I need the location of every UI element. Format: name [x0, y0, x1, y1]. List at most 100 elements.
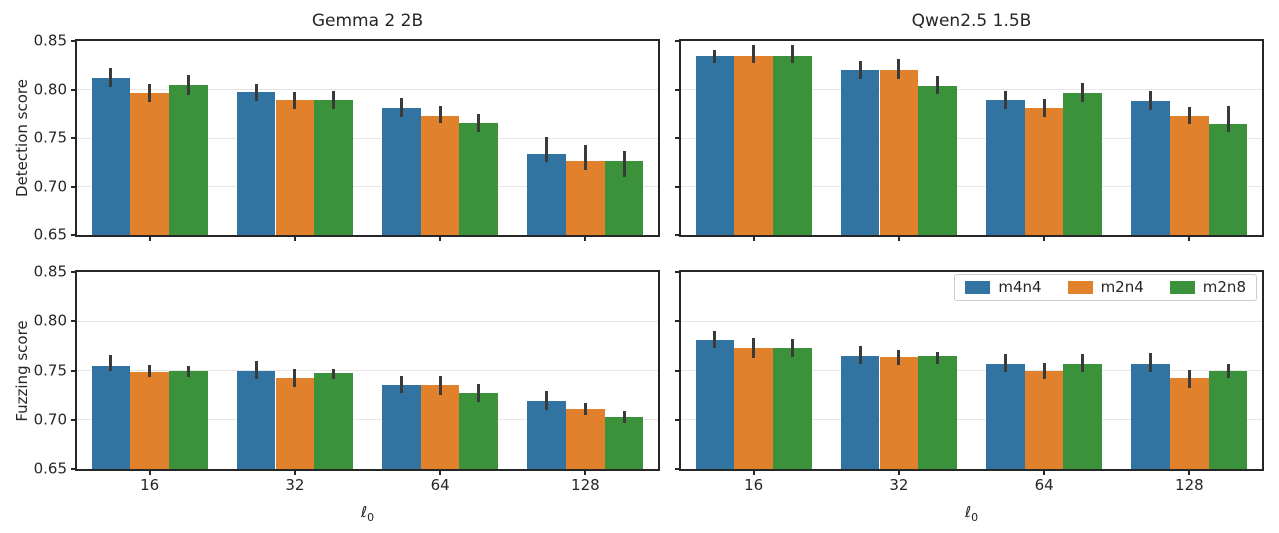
legend-swatch-m2n4 — [1067, 281, 1093, 294]
errorbar-m2n8-16 — [186, 365, 190, 378]
plot-area-gemma-fuzzing: 0.85 0.80 0.75 0.70 0.65 16 32 64 128 — [34, 264, 660, 493]
plot-area-gemma-detection: 0.85 0.80 0.75 0.70 0.65 — [34, 33, 660, 242]
bar-m4n4-32 — [840, 355, 880, 469]
errorbar-m4n4-16 — [713, 331, 717, 348]
bar-m4n4-64 — [986, 363, 1025, 469]
errorbar-m2n4-16 — [752, 44, 756, 64]
bar-m2n4-16 — [130, 371, 169, 469]
y-tick-mark — [675, 468, 679, 470]
bar-m2n8-16 — [772, 347, 812, 469]
errorbar-m2n8-128 — [1226, 363, 1230, 379]
bar-m4n4-128 — [1131, 363, 1170, 469]
y-tick-mark — [675, 369, 679, 372]
errorbar-m2n8-128 — [1226, 105, 1230, 133]
y-tick-mark — [71, 137, 75, 139]
x-axis-label-right: ℓ0 — [679, 503, 1264, 524]
panel-qwen-fuzzing: 16 32 64 128 m4n4 m2n4 m2n8 ℓ0 — [675, 270, 1264, 524]
errorbar-m2n4-64 — [1042, 362, 1046, 380]
x-tick-mark — [584, 471, 587, 475]
y-tick-mark — [675, 137, 679, 139]
errorbar-m2n8-16 — [790, 338, 794, 357]
bar-m4n4-64 — [382, 385, 421, 469]
y-tick-label: 0.65 — [33, 225, 67, 244]
bar-m2n8-32 — [314, 373, 353, 469]
bar-m4n4-128 — [527, 153, 566, 235]
gridline — [681, 137, 1262, 139]
bar-m2n4-32 — [879, 356, 919, 469]
bar-m2n4-64 — [1024, 370, 1064, 469]
errorbar-m2n4-16 — [752, 337, 756, 358]
bar-m2n4-64 — [420, 385, 460, 469]
bar-m2n8-64 — [1063, 363, 1103, 469]
errorbar-m4n4-32 — [254, 83, 258, 102]
errorbar-m4n4-128 — [545, 391, 549, 410]
bar-m4n4-32 — [236, 92, 276, 235]
x-tick-mark — [1188, 237, 1191, 241]
y-tick-label: 0.75 — [33, 361, 67, 379]
legend-swatch-m4n4 — [965, 281, 991, 294]
bar-m4n4-32 — [236, 370, 276, 469]
y-tick-mark — [71, 271, 75, 273]
bar-m2n4-128 — [566, 408, 605, 469]
y-tick-mark — [71, 234, 75, 236]
panel-title-qwen: Qwen2.5 1.5B — [911, 11, 1032, 31]
gridline — [681, 419, 1262, 421]
x-tick-mark — [439, 471, 442, 475]
bar-m2n8-128 — [1208, 124, 1248, 235]
y-tick-mark — [71, 468, 75, 470]
errorbar-m4n4-32 — [254, 360, 258, 380]
bar-m2n8-64 — [459, 123, 499, 235]
x-tick-mark — [1188, 471, 1191, 475]
gridline — [77, 370, 658, 371]
bar-m4n4-128 — [1131, 101, 1170, 235]
x-tick-mark — [148, 237, 151, 241]
gridline — [77, 186, 658, 187]
gridline — [77, 320, 658, 322]
legend: m4n4 m2n4 m2n8 — [954, 274, 1257, 301]
x-tick-mark — [752, 237, 755, 241]
bar-m4n4-64 — [986, 100, 1025, 235]
x-tick-mark — [293, 237, 296, 241]
bar-m2n8-64 — [459, 393, 499, 469]
y-tick-label: 0.65 — [33, 459, 67, 478]
bar-m2n4-32 — [275, 100, 315, 235]
errorbar-m2n4-16 — [148, 83, 152, 103]
errorbar-m2n8-64 — [1081, 353, 1085, 373]
errorbar-m2n8-32 — [332, 368, 336, 380]
gridline — [77, 137, 658, 139]
errorbar-m4n4-64 — [399, 98, 403, 117]
bar-m4n4-16 — [695, 339, 735, 469]
x-tick-label: 32 — [285, 476, 305, 494]
bar-m4n4-32 — [840, 70, 880, 235]
bar-m2n8-16 — [772, 55, 812, 235]
x-tick-label: 64 — [1034, 476, 1054, 494]
bar-m2n8-32 — [314, 100, 353, 235]
errorbar-m2n8-64 — [1081, 82, 1085, 103]
errorbar-m2n4-128 — [583, 144, 587, 170]
bar-m2n4-128 — [566, 161, 605, 235]
bar-m2n4-64 — [1024, 107, 1064, 235]
plot-area-qwen-fuzzing: 16 32 64 128 — [675, 270, 1264, 493]
errorbar-m4n4-64 — [399, 376, 403, 394]
errorbar-m2n4-128 — [1187, 106, 1191, 125]
ell-symbol: ℓ — [964, 503, 972, 521]
bar-m2n4-32 — [275, 378, 315, 469]
legend-swatch-m2n8 — [1169, 281, 1195, 294]
y-tick-label: 0.70 — [33, 177, 67, 195]
x-axis-label-left: ℓ0 — [75, 503, 660, 524]
x-tick-mark — [752, 471, 755, 475]
errorbar-m4n4-16 — [109, 68, 113, 87]
errorbar-m2n8-128 — [622, 150, 626, 177]
bar-m4n4-16 — [91, 77, 131, 235]
y-tick-mark — [71, 185, 75, 188]
gridline — [681, 370, 1262, 371]
y-tick-label: 0.80 — [33, 80, 67, 98]
bar-m2n4-32 — [879, 70, 919, 235]
errorbar-m4n4-32 — [858, 345, 862, 364]
errorbar-m2n8-32 — [936, 75, 940, 95]
gridline — [681, 186, 1262, 187]
y-tick-label: 0.80 — [33, 311, 67, 330]
ell-symbol: ℓ — [360, 503, 368, 521]
errorbar-m2n8-16 — [186, 74, 190, 96]
